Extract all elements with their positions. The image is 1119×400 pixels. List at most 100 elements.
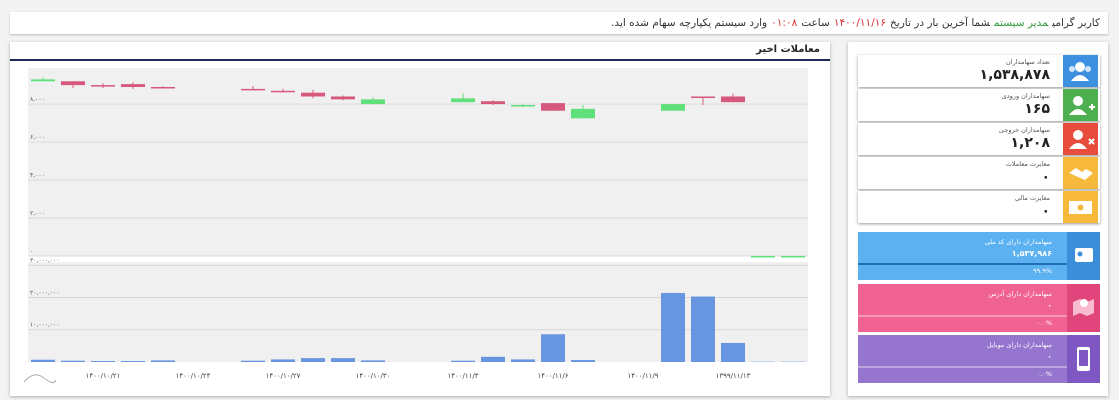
candle-body: [121, 84, 145, 87]
y-tick-label: ۳۰,۰۰۰,۰۰۰: [30, 257, 60, 264]
x-tick-label: ۱۴۰۰/۱۰/۲۷: [266, 372, 301, 380]
header-bar: کاربر گرامیمدیر سیستمشما آخرین بار در تا…: [10, 12, 1108, 34]
volume-bar: [271, 359, 295, 362]
y-tick-label: ۱۰,۰۰۰,۰۰۰: [30, 322, 60, 329]
stat-label: مغایرت معاملات: [1005, 160, 1050, 168]
candle-body: [331, 96, 355, 100]
x-tick-label: ۱۴۰۰/۱۰/۳۰: [356, 372, 391, 380]
coverage-percent: ۰.۰%: [1036, 319, 1052, 327]
coverage-label: سهامداران دارای موبایل: [986, 341, 1052, 349]
y-tick-label: ۲,۰۰۰: [30, 210, 45, 217]
icon: [1063, 191, 1098, 223]
candle-body: [661, 104, 685, 111]
volume-bar: [121, 361, 145, 362]
stat-value: ۱,۵۳۸,۸۷۸: [979, 67, 1050, 83]
progress-bar: [858, 263, 1067, 265]
candle-body: [571, 108, 595, 119]
candle-body: [151, 86, 175, 89]
candle-body: [751, 256, 775, 258]
volume-bar: [301, 358, 325, 362]
volume-bar: [151, 360, 175, 362]
y-tick-label: ۶,۰۰۰: [30, 134, 45, 141]
last-time: ۰۱:۰۸: [771, 17, 798, 29]
volume-bar: [91, 361, 115, 362]
stat-card: سهامداران ورودی ۱۶۵: [858, 89, 1100, 121]
chart: معاملات اخیر ۰ ۲,۰۰۰ ۴,۰۰۰ ۶,۰۰۰ ۸,۰۰۰ ۱۰,۰۰۰…: [10, 44, 830, 383]
coverage-percent: ۹۹.۹%: [1033, 267, 1052, 275]
stat-value: ۰: [1041, 203, 1050, 219]
candle-body: [511, 105, 535, 107]
candle-body: [721, 96, 745, 103]
candle-body: [241, 88, 265, 91]
volume-bar: [451, 360, 475, 362]
candle-body: [451, 98, 475, 103]
volume-bar: [361, 360, 385, 362]
y-tick-label: ۸,۰۰۰: [30, 96, 45, 103]
coverage-label: سهامداران دارای آدرس: [988, 290, 1052, 298]
candle-body: [481, 101, 505, 105]
y-tick-label: ۴,۰۰۰: [30, 172, 45, 179]
y-tick-label: ۲۰,۰۰۰,۰۰۰: [30, 289, 60, 296]
progress-bar: [858, 315, 1067, 317]
coverage-value: ۰: [1047, 352, 1052, 361]
stat-label: مغایرت مالی: [1014, 194, 1050, 202]
volume-bar: [691, 296, 715, 362]
candle-body: [91, 85, 115, 87]
volume-bar: [571, 360, 595, 362]
title-underline: [10, 59, 830, 61]
volume-bar: [331, 358, 355, 362]
progress-bar: [858, 366, 1067, 368]
candle-body: [301, 92, 325, 97]
stat-card: سهامداران خروجی ۱,۲۰۸: [858, 123, 1100, 155]
x-tick-label: ۱۴۰۰/۱۰/۲۴: [176, 372, 211, 380]
volume-bar: [541, 334, 565, 362]
icon: [1063, 89, 1098, 121]
stat-label: سهامداران خروجی: [998, 126, 1050, 134]
coverage-label: سهامداران دارای کد ملی: [984, 238, 1052, 246]
coverage-value: ۱,۵۳۷,۹۸۶: [1011, 249, 1052, 258]
coverage-percent: ۰.۰%: [1036, 370, 1052, 378]
icon: [1067, 232, 1100, 280]
x-tick-label: ۱۴۰۰/۱۱/۹: [627, 372, 658, 380]
volume-bar: [481, 356, 505, 362]
stat-card: مغایرت معاملات ۰: [858, 157, 1100, 189]
coverage-card: سهامداران دارای موبایل ۰ ۰.۰%: [858, 335, 1100, 383]
chart-title: معاملات اخیر: [755, 44, 820, 55]
last-date: ۱۴۰۰/۱۱/۱۶: [833, 17, 887, 29]
icon: [1067, 335, 1100, 383]
candle-body: [361, 99, 385, 105]
x-tick-label: ۱۳۹۹/۱۱/۱۳: [716, 372, 751, 380]
stat-label: تعداد سهامداران: [1006, 58, 1050, 66]
coverage-value: ۰: [1047, 301, 1052, 310]
header-text: شما آخرین بار در تاریخ: [890, 17, 990, 29]
candle-body: [271, 90, 295, 93]
candle-body: [781, 256, 805, 258]
stat-card: تعداد سهامداران ۱,۵۳۸,۸۷۸: [858, 55, 1100, 87]
plot-background: [28, 68, 808, 256]
volume-bar: [511, 359, 535, 362]
stat-label: سهامداران ورودی: [1001, 92, 1050, 100]
volume-bar: [661, 292, 685, 362]
x-tick-label: ۱۴۰۰/۱۱/۶: [537, 372, 568, 380]
icon: [1063, 123, 1098, 155]
icon: [1067, 284, 1100, 332]
header-text: وارد سیستم یکپارچه سهام شده اید.: [611, 17, 768, 29]
icon: [1063, 157, 1098, 189]
coverage-card: سهامداران دارای کد ملی ۱,۵۳۷,۹۸۶ ۹۹.۹%: [858, 232, 1100, 280]
stat-value: ۱۶۵: [1024, 101, 1050, 117]
volume-bar: [721, 342, 745, 362]
stat-value: ۱,۲۰۸: [1010, 135, 1051, 151]
volume-bar: [61, 360, 85, 362]
volume-bar: [241, 360, 265, 362]
candle-body: [31, 79, 55, 82]
stat-value: ۰: [1041, 169, 1050, 185]
coverage-card: سهامداران دارای آدرس ۰ ۰.۰%: [858, 284, 1100, 332]
x-tick-label: ۱۴۰۰/۱۱/۳: [447, 372, 478, 380]
icon: [1063, 55, 1098, 87]
candle-body: [61, 81, 85, 86]
candle-body: [541, 103, 565, 111]
x-tick-label: ۱۴۰۰/۱۰/۲۱: [86, 372, 121, 380]
volume-bar: [31, 359, 55, 362]
